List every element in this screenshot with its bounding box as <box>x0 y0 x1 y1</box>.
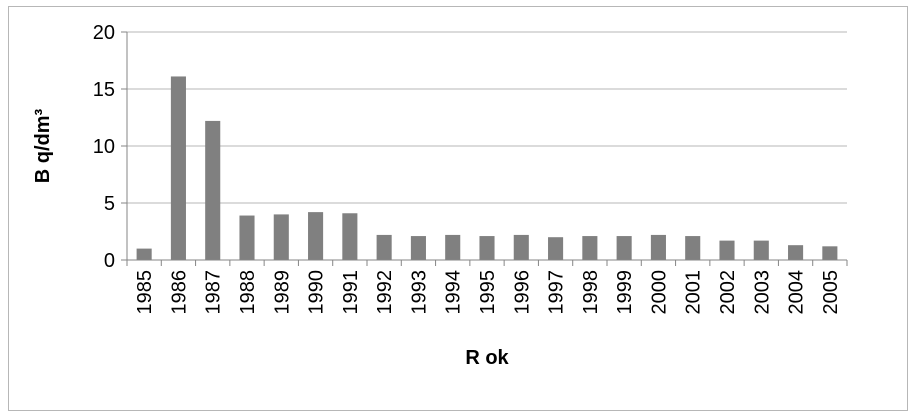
x-tick-label: 1989 <box>271 270 293 315</box>
bar-1991 <box>342 213 358 260</box>
x-tick-label: 1998 <box>580 270 602 315</box>
x-tick-label: 2000 <box>648 270 670 315</box>
bar-2001 <box>685 236 701 260</box>
bar-1995 <box>479 236 495 260</box>
y-tick-label: 15 <box>93 79 115 101</box>
x-tick-label: 2003 <box>751 270 773 315</box>
y-tick-label: 10 <box>93 136 115 158</box>
chart-area: 0 5 10 15 20 1985 1986 1987 1988 1989 1990 1991 199… <box>8 6 908 411</box>
bar-2005 <box>822 246 838 260</box>
x-axis-title: R ok <box>465 347 509 369</box>
bar-2000 <box>650 234 666 260</box>
x-tick-label: 1991 <box>340 270 362 315</box>
bar-1989 <box>273 214 289 260</box>
y-tick-label: 5 <box>104 193 115 215</box>
y-tick-labels: 0 5 10 15 20 <box>93 22 115 272</box>
x-tick-label: 1994 <box>443 270 465 315</box>
bar-1998 <box>582 236 598 260</box>
x-tick-label: 1985 <box>134 270 156 315</box>
bars <box>136 76 838 261</box>
bar-1996 <box>513 234 529 260</box>
bar-1985 <box>136 248 152 260</box>
bar-1992 <box>376 234 392 260</box>
x-tick-labels: 1985 1986 1987 1988 1989 1990 1991 1992 1993 1994… <box>134 270 842 315</box>
bar-2002 <box>719 240 735 260</box>
bar-1990 <box>308 212 324 260</box>
bar-1993 <box>410 236 426 260</box>
x-tick-label: 1995 <box>477 270 499 315</box>
x-tick-label: 1996 <box>511 270 533 315</box>
x-tick-label: 1986 <box>168 270 190 315</box>
x-tick-label: 1990 <box>306 270 328 315</box>
axes <box>121 31 848 266</box>
bar-1999 <box>616 236 632 260</box>
bar-2003 <box>753 240 769 260</box>
x-tick-label: 1993 <box>408 270 430 315</box>
bar-1988 <box>239 215 255 260</box>
x-tick-label: 1987 <box>203 270 225 315</box>
bar-1997 <box>548 237 564 260</box>
x-tick-label: 2004 <box>786 270 808 315</box>
x-tick-label: 2002 <box>717 270 739 315</box>
y-tick-label: 0 <box>104 250 115 272</box>
bar-2004 <box>788 245 804 260</box>
x-tick-label: 1992 <box>374 270 396 315</box>
y-axis-title: B q/dm³ <box>32 108 54 183</box>
x-tick-label: 1988 <box>237 270 259 315</box>
bar-chart: 0 5 10 15 20 1985 1986 1987 1988 1989 1990 1991 199… <box>32 22 848 369</box>
x-tick-label: 1999 <box>614 270 636 315</box>
gridlines <box>127 31 847 204</box>
bar-1994 <box>445 234 461 260</box>
y-tick-label: 20 <box>93 22 115 44</box>
x-tick-label: 2001 <box>683 270 705 315</box>
bar-1987 <box>205 120 221 260</box>
x-tick-label: 1997 <box>546 270 568 315</box>
x-tick-label: 2005 <box>820 270 842 315</box>
bar-1986 <box>170 76 186 261</box>
